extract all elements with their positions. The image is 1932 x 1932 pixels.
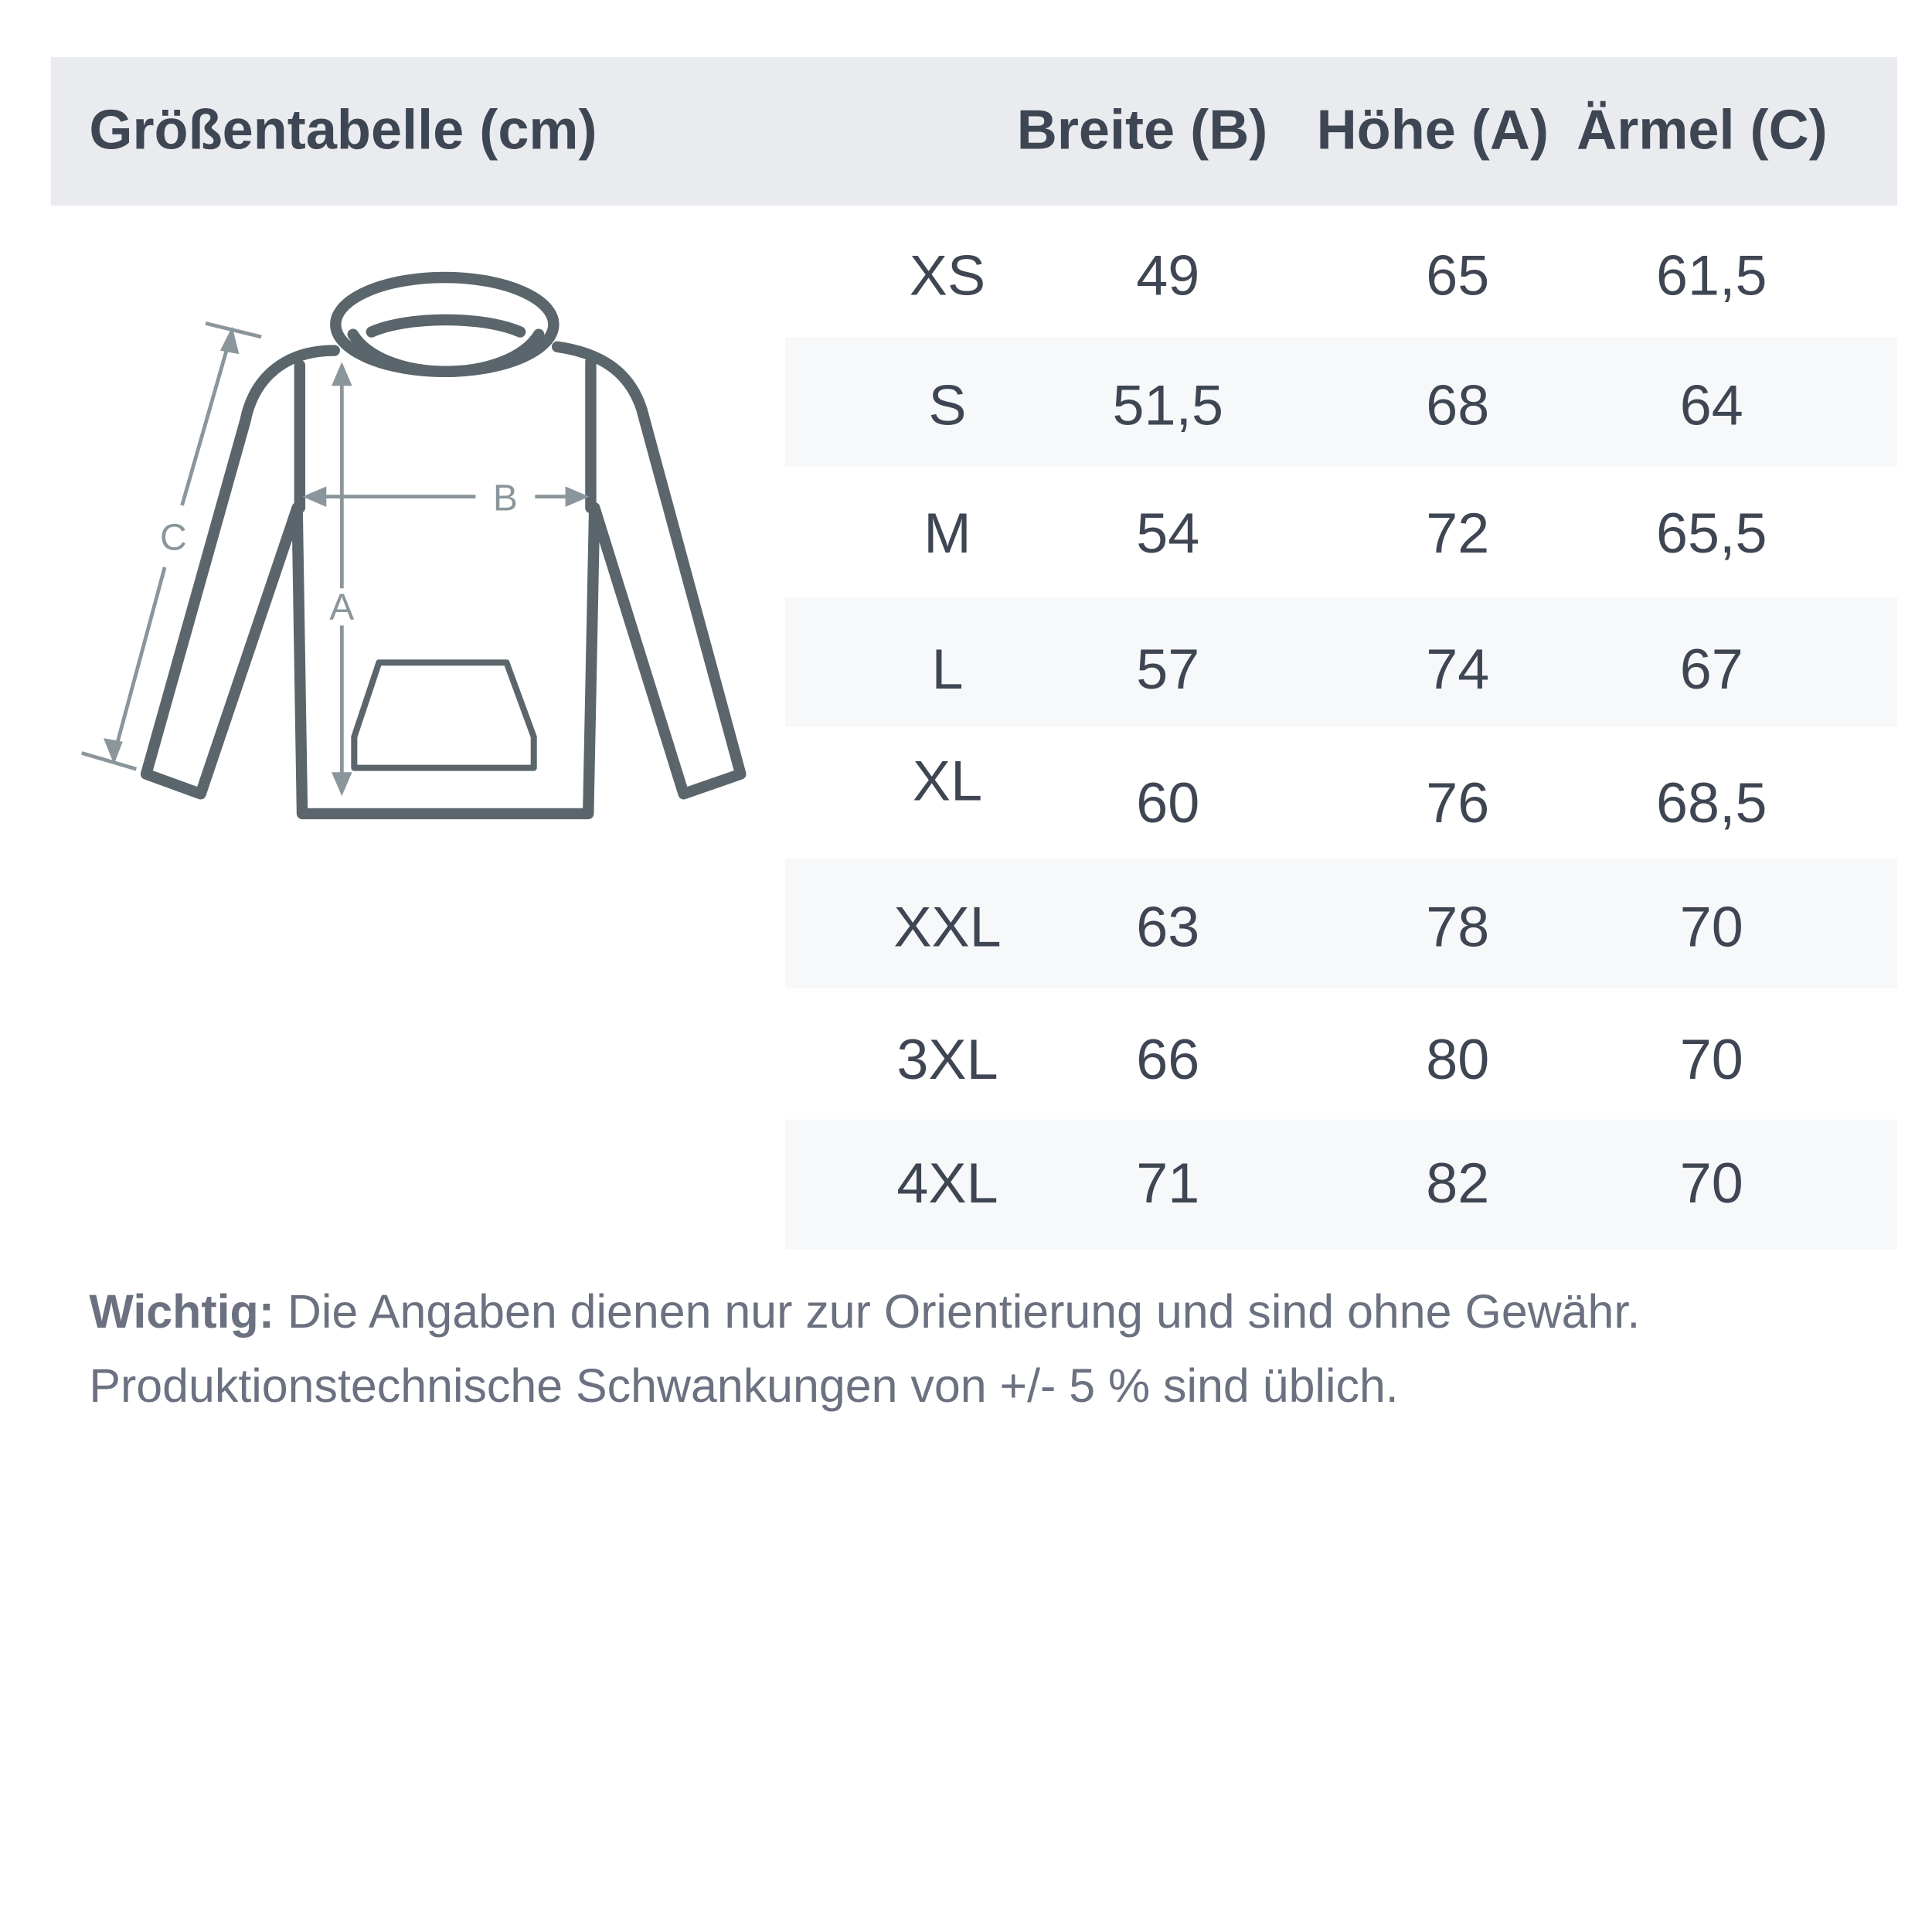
cell-hoehe: 74 <box>1426 636 1490 702</box>
cell-breite: 63 <box>1136 894 1200 959</box>
cell-size: XXL <box>893 894 1002 959</box>
sleeve-arrow <box>180 336 233 506</box>
hoodie-outline-icon <box>140 271 747 820</box>
cell-hoehe: 72 <box>1426 500 1490 565</box>
cell-size: 4XL <box>896 1150 998 1216</box>
row-stripe <box>785 336 1898 468</box>
cell-size: L <box>931 636 964 702</box>
row-stripe <box>785 1119 1898 1250</box>
row-stripe <box>785 597 1898 727</box>
cell-hoehe: 80 <box>1426 1026 1490 1091</box>
label-c: C <box>160 517 187 559</box>
cell-hoehe: 82 <box>1426 1150 1490 1216</box>
column-header-breite: Breite (B) <box>1016 97 1268 162</box>
column-header-aermel: Ärmel (C) <box>1577 97 1828 162</box>
note-line-1: Wichtig: Die Angaben dienen nur zur Orie… <box>89 1285 1640 1340</box>
cell-size: M <box>923 500 971 565</box>
table-title: Größentabelle (cm) <box>89 97 597 162</box>
cell-breite: 66 <box>1136 1026 1200 1091</box>
cell-aermel: 65,5 <box>1656 500 1767 565</box>
measurement-arrows <box>81 321 590 797</box>
cell-size: XS <box>909 243 986 308</box>
cell-hoehe: 78 <box>1426 894 1490 959</box>
cell-breite: 54 <box>1136 500 1200 565</box>
cell-breite: 71 <box>1136 1150 1200 1216</box>
cell-size: S <box>928 372 967 437</box>
cell-aermel: 70 <box>1679 894 1743 959</box>
cell-size: XL <box>912 747 983 813</box>
table-header <box>50 56 1898 206</box>
note-label: Wichtig: <box>89 1287 275 1339</box>
column-header-hoehe: Höhe (A) <box>1316 97 1549 162</box>
cell-aermel: 70 <box>1679 1026 1743 1091</box>
label-b: B <box>493 477 518 519</box>
cell-aermel: 68,5 <box>1656 770 1767 835</box>
cell-size: 3XL <box>896 1026 998 1091</box>
cell-hoehe: 65 <box>1426 243 1490 308</box>
cell-hoehe: 68 <box>1426 372 1490 437</box>
note-text-1: Die Angaben dienen nur zur Orientierung … <box>274 1287 1641 1339</box>
cell-hoehe: 76 <box>1426 770 1490 835</box>
row-stripe <box>785 858 1898 988</box>
cell-breite: 57 <box>1136 636 1200 702</box>
cell-breite: 60 <box>1136 770 1200 835</box>
cell-aermel: 64 <box>1679 372 1743 437</box>
cell-breite: 51,5 <box>1112 372 1223 437</box>
label-a: A <box>329 586 354 628</box>
note-line-2: Produktionstechnische Schwankungen von +… <box>89 1361 1399 1413</box>
cell-aermel: 70 <box>1679 1150 1743 1216</box>
cell-aermel: 61,5 <box>1656 243 1767 308</box>
cell-aermel: 67 <box>1679 636 1743 702</box>
cell-breite: 49 <box>1136 243 1200 308</box>
hoodie-diagram: B A C <box>81 271 747 820</box>
